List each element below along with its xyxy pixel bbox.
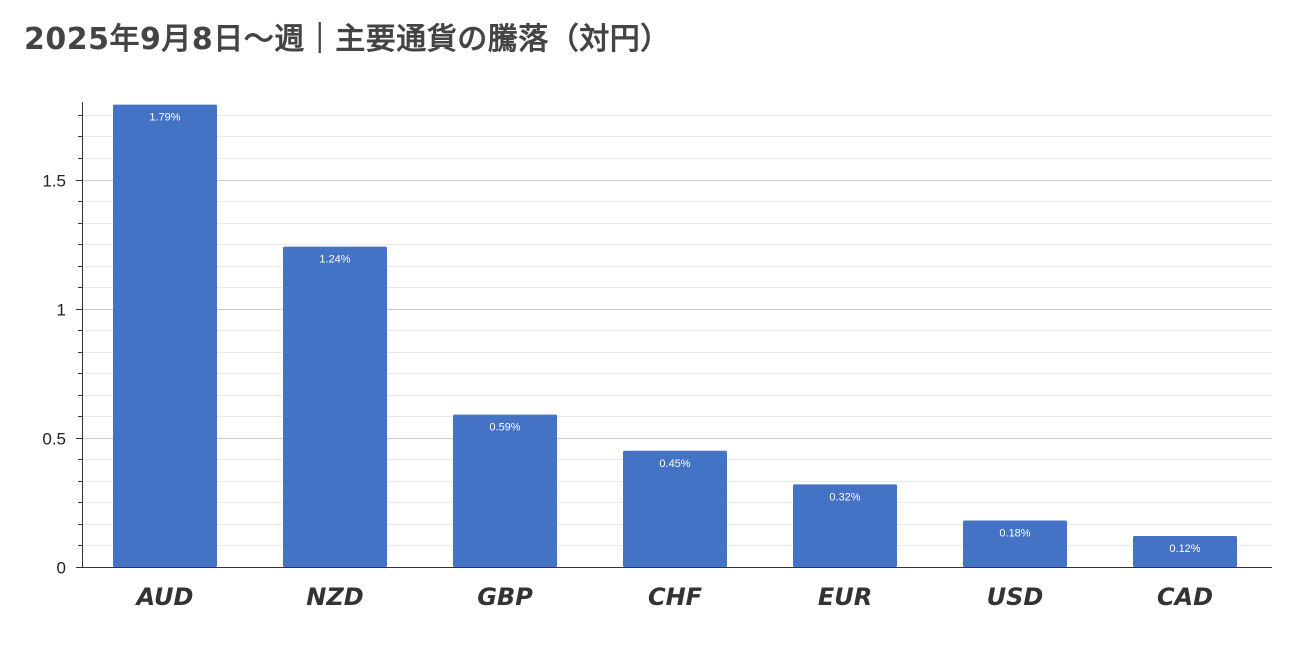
- major-gridlines: [82, 180, 1272, 439]
- data-label: 0.32%: [829, 491, 860, 503]
- bar-eur: [793, 484, 897, 567]
- y-axis-tick-labels: 0 0.5 1 1.5: [42, 172, 66, 578]
- data-label: 1.24%: [319, 254, 350, 266]
- y-tick-label: 0.5: [42, 430, 66, 449]
- x-tick-label: CAD: [1157, 583, 1213, 611]
- x-tick-label: USD: [987, 583, 1044, 611]
- data-labels: 1.79% 1.24% 0.59% 0.45% 0.32% 0.18% 0.12%: [149, 112, 1200, 555]
- x-tick-label: NZD: [306, 583, 363, 611]
- x-tick-label: CHF: [648, 583, 703, 611]
- minor-gridlines: [82, 115, 1272, 546]
- bar-cad: [1133, 536, 1237, 567]
- bar-gbp: [453, 414, 557, 567]
- bar-usd: [963, 520, 1067, 567]
- bar-aud: [113, 104, 217, 567]
- bars: [113, 104, 1237, 567]
- x-axis-category-labels: AUD NZD GBP CHF EUR USD CAD: [135, 583, 1214, 611]
- data-label: 0.12%: [1169, 543, 1200, 555]
- chart-title: 2025年9月8日～週｜主要通貨の騰落（対円）: [24, 22, 671, 57]
- x-tick-label: AUD: [135, 583, 194, 611]
- data-label: 0.18%: [999, 528, 1030, 540]
- y-tick-label: 1: [57, 301, 66, 320]
- bar-chf: [623, 450, 727, 567]
- data-label: 0.59%: [489, 422, 520, 434]
- x-tick-label: GBP: [477, 583, 533, 611]
- x-tick-label: EUR: [818, 583, 872, 611]
- y-tick-label: 1.5: [42, 172, 66, 191]
- data-label: 1.79%: [149, 112, 180, 124]
- y-tick-label: 0: [57, 559, 66, 578]
- y-axis-minor-ticks: [76, 115, 82, 568]
- bar-nzd: [283, 246, 387, 567]
- data-label: 0.45%: [659, 458, 690, 470]
